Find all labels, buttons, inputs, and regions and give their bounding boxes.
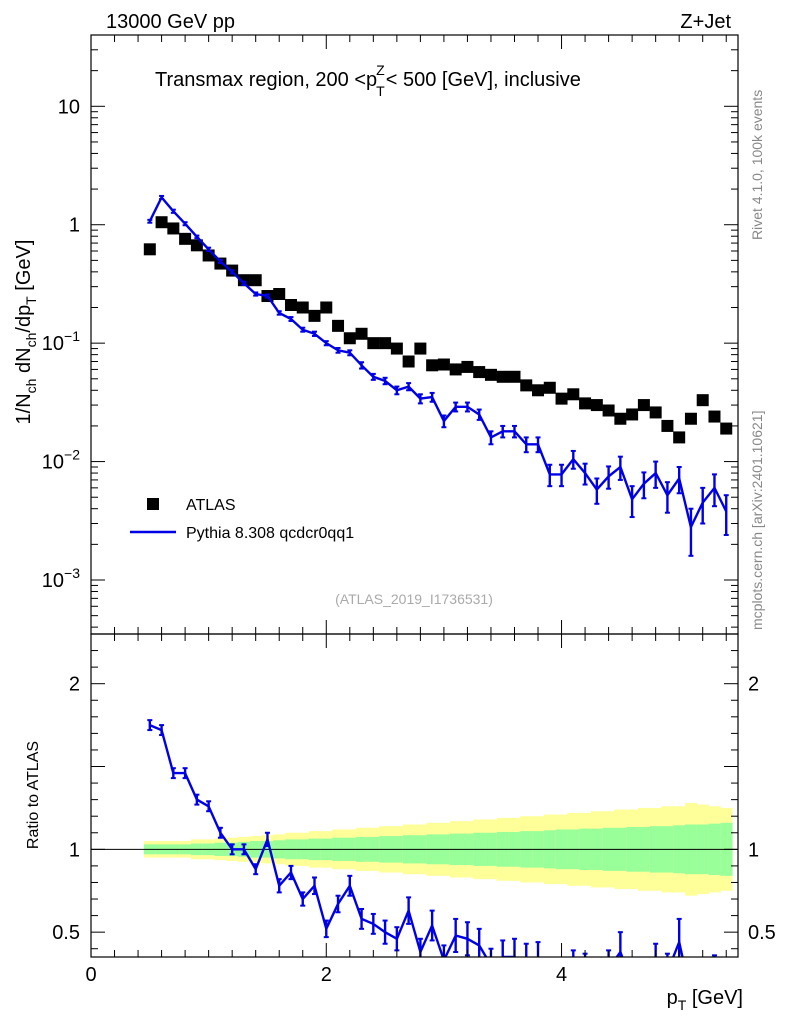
data-point [614, 412, 627, 425]
data-point [355, 327, 368, 340]
data-point [720, 422, 733, 435]
title-part-1: Transmax region, 200 < [155, 69, 366, 91]
data-point [143, 243, 156, 256]
data-point [155, 216, 168, 229]
data-point [602, 404, 615, 417]
y-tick-label: 10−1 [42, 328, 80, 355]
y-tick-label: 1 [69, 215, 80, 237]
data-point [190, 239, 203, 252]
y-axis-label-ratio: Ratio to ATLAS [25, 741, 42, 849]
data-point [555, 392, 568, 405]
data-point [590, 399, 603, 412]
data-point [543, 381, 556, 394]
data-point [673, 431, 686, 444]
data-point [637, 399, 650, 412]
rivet-label-text: Rivet 4.1.0, 100k events [749, 90, 765, 240]
data-point [379, 337, 392, 350]
data-point [296, 301, 309, 314]
legend: ATLAS Pythia 8.308 qcdcr0qq1 [130, 497, 354, 542]
data-point [626, 408, 639, 421]
data-point [390, 342, 403, 355]
ratio-uncertainty-bands [91, 802, 738, 896]
title-part-2: p [366, 69, 377, 91]
data-point [520, 379, 533, 392]
y-tick-label: 10 [58, 96, 80, 118]
ratio-y-tick-label-right: 0.5 [748, 922, 776, 944]
analysis-watermark: (ATLAS_2019_I1736531) [335, 591, 493, 607]
ratio-y-tick-label-left: 2 [69, 674, 80, 696]
data-point [414, 342, 427, 355]
data-point [237, 274, 250, 287]
data-point [484, 368, 497, 381]
main-title: Transmax region, 200 < p T Z < 500 [GeV]… [155, 62, 581, 99]
data-point [273, 288, 286, 301]
x-tick-label: 0 [85, 964, 96, 986]
data-point [708, 410, 721, 423]
legend-data-label: ATLAS [186, 497, 236, 514]
data-point [496, 370, 509, 383]
data-point [308, 309, 321, 322]
data-point [367, 337, 380, 350]
main-frame [90, 34, 739, 635]
ratio-y-tick-label-left: 1 [69, 839, 80, 861]
ratio-mc-line [149, 723, 684, 957]
data-point [167, 222, 180, 235]
data-point [202, 249, 215, 262]
data-point [449, 363, 462, 376]
data-point [696, 394, 709, 407]
data-point [426, 359, 439, 372]
y-tick-label: 10−3 [42, 565, 80, 592]
data-point [649, 406, 662, 419]
x-tick-label: 2 [321, 964, 332, 986]
main-plot-content [143, 194, 733, 557]
process-label: Z+Jet [680, 11, 731, 33]
mcplots-label-text: mcplots.cern.ch [arXiv:2401.10621] [749, 411, 765, 630]
data-point [684, 412, 697, 425]
x-tick-label: 4 [556, 964, 567, 986]
rivet-label: Rivet 4.1.0, 100k events [749, 90, 765, 240]
y-axis-label-ratio-text: Ratio to ATLAS [25, 741, 42, 849]
y-axis-label-main-text: 1/Nch dNch/dpT [GeV] [13, 240, 39, 425]
data-point [332, 319, 345, 332]
axes: 0 2 4 10−3 10−2 10−1 1 10 0.5 0.5 1 1 2 2 [42, 34, 776, 986]
x-axis-label: pT [GeV] [667, 987, 743, 1013]
data-point [284, 298, 297, 311]
ratio-plot-content [147, 719, 717, 957]
data-point [437, 358, 450, 371]
data-point [508, 370, 521, 383]
ratio-frame [90, 633, 739, 958]
mcplots-label: mcplots.cern.ch [arXiv:2401.10621] [749, 411, 765, 630]
title-part-3: < 500 [GeV], inclusive [386, 69, 581, 91]
data-point [579, 397, 592, 410]
data-point [461, 360, 474, 373]
title-superscript: Z [376, 62, 385, 78]
title-subscript: T [376, 83, 385, 99]
energy-label: 13000 GeV pp [106, 11, 235, 33]
data-point [661, 419, 674, 432]
data-point [532, 384, 545, 397]
data-point [179, 232, 192, 245]
y-axis-label-main: 1/Nch dNch/dpT [GeV] [13, 240, 39, 425]
data-point [343, 332, 356, 345]
ratio-y-tick-label-left: 0.5 [52, 922, 80, 944]
data-point [473, 366, 486, 379]
ratio-y-tick-label-right: 1 [748, 839, 759, 861]
legend-data-marker [147, 498, 159, 510]
ratio-y-tick-label-right: 2 [748, 674, 759, 696]
data-point [402, 355, 415, 368]
legend-mc-label: Pythia 8.308 qcdcr0qq1 [186, 525, 354, 542]
data-point [249, 274, 262, 287]
data-point [320, 301, 333, 314]
data-point [567, 388, 580, 401]
y-tick-label: 10−2 [42, 447, 80, 474]
